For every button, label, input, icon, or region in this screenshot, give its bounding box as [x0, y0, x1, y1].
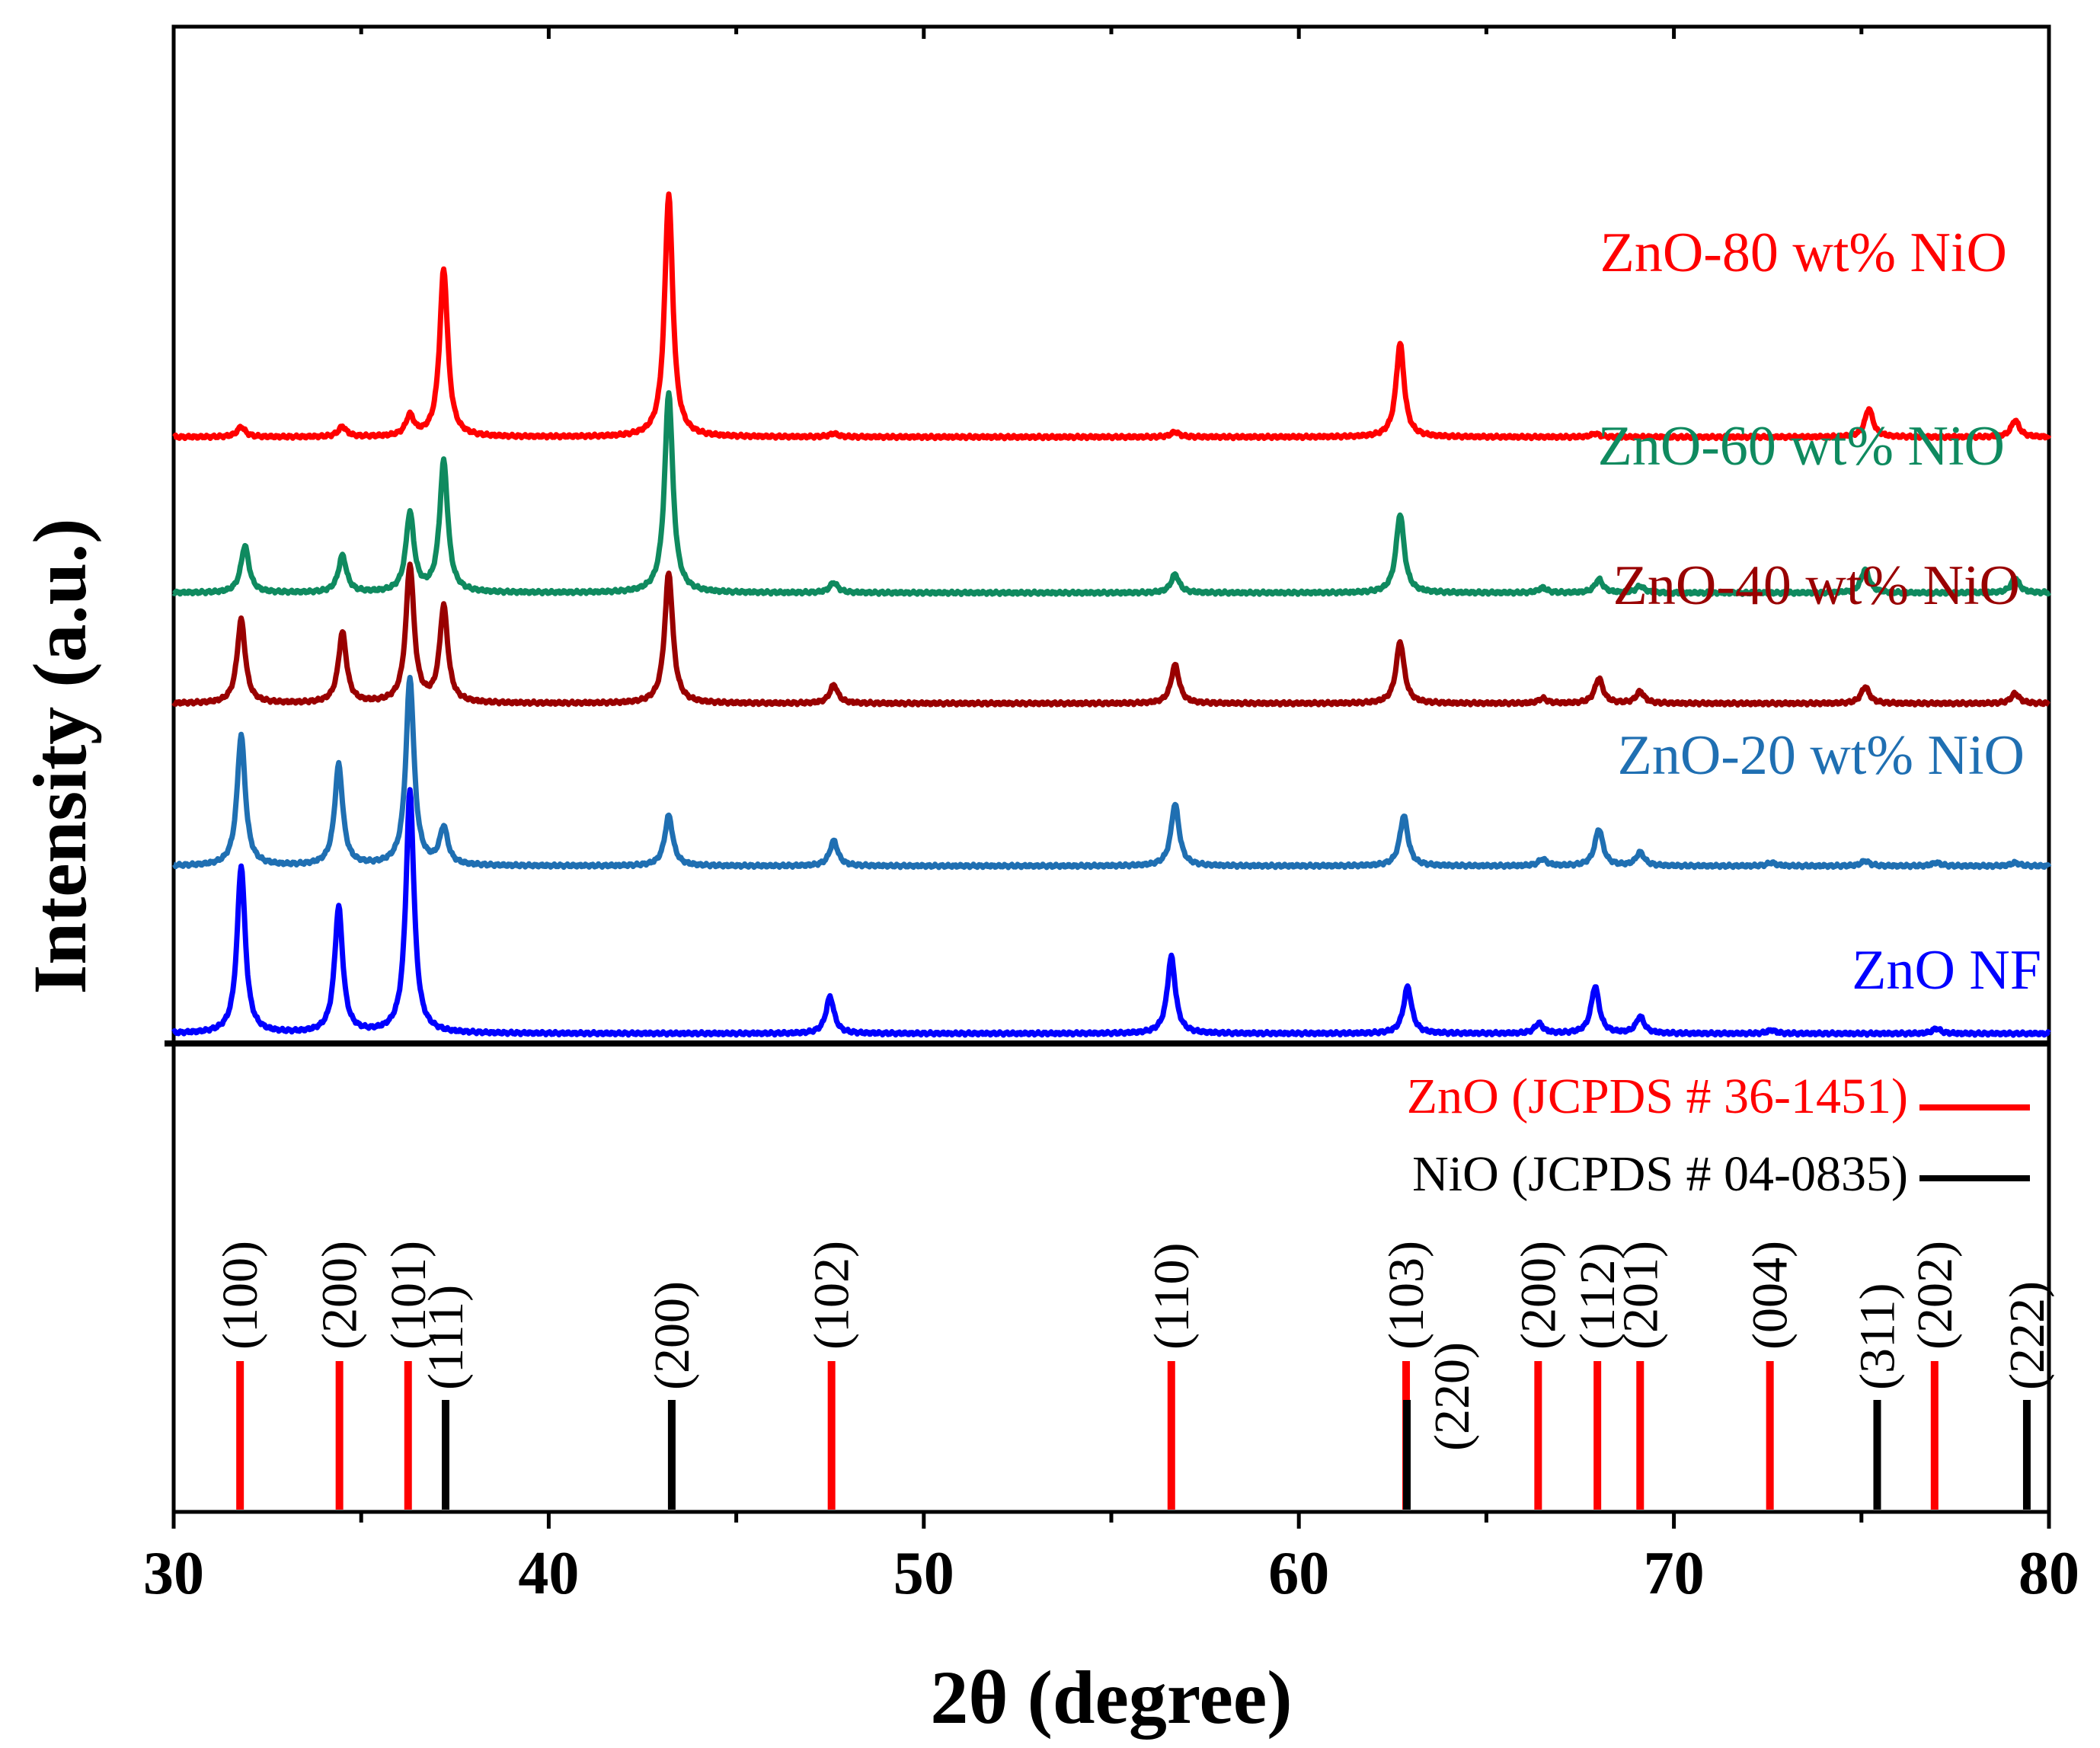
hkl-label-zno-8: (201): [1613, 1241, 1668, 1350]
series-label-zno-60-nio: ZnO-60 wt% NiO: [1598, 415, 2005, 478]
hkl-label-nio-2: (220): [1424, 1342, 1480, 1451]
hkl-label-zno-9: (004): [1743, 1241, 1798, 1350]
hkl-label-nio-3: (311): [1850, 1283, 1906, 1390]
hkl-label-nio-1: (200): [644, 1281, 700, 1390]
x-axis: 30 40 50 60 70 80: [143, 27, 2079, 1607]
hkl-label-nio-4: (222): [1999, 1281, 2055, 1390]
series-labels: ZnO NF ZnO-20 wt% NiO ZnO-40 wt% NiO ZnO…: [1598, 222, 2041, 1002]
x-tick-label-3: 60: [1268, 1540, 1329, 1607]
x-tick-label-0: 30: [143, 1540, 204, 1607]
series-curve-3: [171, 390, 2052, 597]
hkl-label-zno-10: (202): [1907, 1241, 1963, 1350]
hkl-label-zno-5: (103): [1379, 1241, 1434, 1350]
x-tick-label-4: 70: [1644, 1540, 1705, 1607]
series-label-zno-20-nio: ZnO-20 wt% NiO: [1618, 724, 2025, 787]
hkl-label-nio-0: (111): [418, 1285, 474, 1390]
hkl-label-zno-7: (112): [1570, 1242, 1625, 1350]
series-curve-1: [171, 675, 2052, 871]
series-label-zno-40-nio: ZnO-40 wt% NiO: [1613, 554, 2020, 617]
hkl-label-zno-0: (100): [213, 1241, 268, 1350]
x-tick-label-5: 80: [2018, 1540, 2079, 1607]
hkl-label-zno-6: (200): [1510, 1241, 1566, 1350]
series-curve-4: [171, 191, 2052, 442]
reference-lines: [236, 1361, 2031, 1510]
series-curve-0: [171, 787, 2051, 1038]
legend-nio-label: NiO (JCPDS # 04-0835): [1412, 1146, 1908, 1202]
y-axis-title: Intensity (a.u.): [18, 518, 102, 994]
hkl-label-zno-4: (110): [1144, 1242, 1200, 1350]
x-axis-title: 2θ (degree): [930, 1655, 1292, 1740]
series-layer: [171, 191, 2052, 1038]
legend-zno-label: ZnO (JCPDS # 36-1451): [1407, 1069, 1908, 1124]
hkl-label-zno-2: (101): [381, 1241, 436, 1350]
series-curve-2: [171, 561, 2051, 708]
x-tick-label-2: 50: [893, 1540, 954, 1607]
hkl-labels: (100) (200) (101) (102) (110) (103) (200) (112)…: [213, 1241, 2055, 1451]
x-tick-label-1: 40: [518, 1540, 579, 1607]
reference-legend: ZnO (JCPDS # 36-1451) NiO (JCPDS # 04-08…: [1407, 1069, 2030, 1202]
hkl-label-zno-1: (200): [312, 1241, 368, 1350]
hkl-label-zno-3: (102): [804, 1241, 860, 1350]
series-label-zno-nf: ZnO NF: [1852, 939, 2041, 1002]
series-label-zno-80-nio: ZnO-80 wt% NiO: [1600, 222, 2007, 284]
